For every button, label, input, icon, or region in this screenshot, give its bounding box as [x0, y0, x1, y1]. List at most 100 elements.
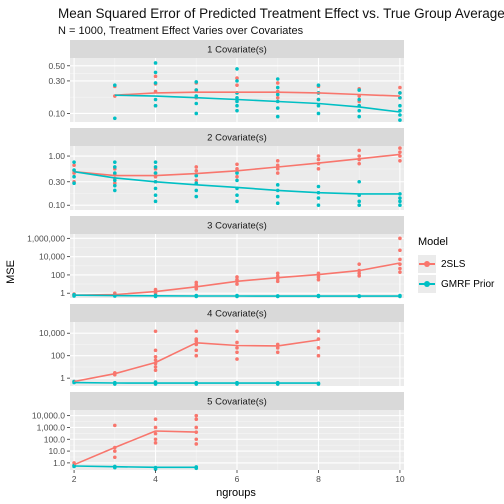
panel-1-point-2sls: [235, 76, 239, 80]
x-tick-label: 6: [235, 474, 240, 484]
panel-1-point-gmrf-prior: [398, 103, 402, 108]
panel-1-point-2sls: [275, 81, 280, 85]
panel-2-point-2sls: [316, 167, 321, 171]
panel-1-point-gmrf-prior: [194, 88, 199, 92]
panel-3-trend-gmrf-prior: [74, 294, 400, 297]
panel-3-point-2sls: [235, 282, 239, 286]
panel-2-point-gmrf-prior: [72, 181, 76, 186]
panel-2-point-gmrf-prior: [275, 201, 280, 205]
panel-2-point-gmrf-prior: [113, 183, 117, 188]
panel-4-point-2sls: [235, 346, 239, 350]
panel-4-point-2sls: [153, 354, 158, 359]
x-tick-label: 4: [153, 474, 158, 484]
panel-3-point-2sls: [398, 248, 402, 253]
panel-1-point-gmrf-prior: [194, 111, 199, 116]
panel-1-point-gmrf-prior: [275, 85, 280, 90]
panel-3-point-2sls: [153, 287, 158, 292]
panel-2-point-gmrf-prior: [398, 199, 402, 204]
panel-1-y-tick-label: 0.10: [48, 108, 65, 118]
panel-5-y-tick-label: 100.0: [44, 434, 66, 444]
panel-3-trend-2sls: [74, 262, 401, 296]
panel-2-point-gmrf-prior: [72, 168, 76, 172]
panel-1-point-gmrf-prior: [235, 103, 239, 108]
panel-2-point-gmrf-prior: [153, 160, 158, 164]
panel-5-point-2sls: [113, 449, 117, 453]
panel-1-strip: [70, 40, 404, 58]
legend: Model 2SLS GMRF Prior: [418, 236, 494, 294]
legend-item-gmrf-prior: GMRF Prior: [418, 274, 494, 294]
panel-1-point-gmrf-prior: [398, 118, 402, 122]
panel-2-point-gmrf-prior: [398, 196, 402, 200]
panel-4-trend-gmrf-prior: [74, 381, 319, 384]
panel-4-point-2sls: [194, 337, 199, 341]
panel-1-point-gmrf-prior: [235, 99, 239, 104]
panel-1-point-gmrf-prior: [357, 97, 361, 102]
panel-2-point-gmrf-prior: [113, 178, 117, 183]
panel-2-point-2sls: [357, 154, 361, 158]
panel-2-y-tick-label: 0.10: [48, 200, 65, 210]
panel-1-point-gmrf-prior: [357, 114, 361, 119]
legend-label-gmrf-prior: GMRF Prior: [441, 278, 495, 290]
panel-2-point-gmrf-prior: [275, 194, 280, 199]
chart-title: Mean Squared Error of Predicted Treatmen…: [58, 6, 504, 21]
panel-4-trend-2sls: [73, 339, 319, 383]
panel-4-point-2sls: [153, 348, 158, 353]
panel-2-trend-2sls: [74, 153, 400, 177]
legend-item-2sls: 2SLS: [418, 254, 494, 274]
panel-1-point-gmrf-prior: [275, 114, 280, 119]
panel-2-point-gmrf-prior: [153, 186, 158, 191]
panel-4-point-2sls: [316, 329, 321, 334]
panel-5-point-2sls: [194, 413, 199, 418]
panel-3-point-2sls: [357, 271, 361, 276]
x-tick-label: 10: [395, 474, 405, 484]
panel-5-point-2sls: [194, 425, 199, 430]
panel-5-y-tick-label: 1,000.0: [37, 422, 66, 432]
panel-1-y-tick-label: 0.50: [48, 61, 65, 71]
panel-2-point-2sls: [398, 159, 402, 163]
panel-3-point-2sls: [275, 271, 280, 276]
panel-1-point-gmrf-prior: [153, 103, 158, 108]
panel-5-strip-label: 5 Covariate(s): [207, 397, 267, 408]
panel-3-point-2sls: [357, 274, 361, 278]
panel-2-point-gmrf-prior: [194, 194, 199, 199]
panel-2-point-gmrf-prior: [235, 171, 239, 175]
panel-1-point-gmrf-prior: [275, 77, 280, 81]
panel-2-trend-gmrf-prior: [73, 170, 400, 195]
panel-2-point-2sls: [316, 157, 321, 162]
panel-4-strip-label: 4 Covariate(s): [207, 309, 267, 320]
panel-1-strip-label: 1 Covariate(s): [207, 45, 267, 56]
panel-3-y-tick-label: 1,000,000: [27, 233, 65, 243]
panel-3-y-tick-label: 1: [60, 288, 65, 298]
panel-5-point-2sls: [194, 417, 199, 421]
panel-4-point-2sls: [194, 329, 199, 334]
panel-3-strip: [70, 216, 404, 234]
panel-2-strip-label: 2 Covariate(s): [207, 133, 267, 144]
panel-2-point-2sls: [235, 174, 239, 179]
panel-2-point-gmrf-prior: [72, 174, 76, 179]
panel-2-point-gmrf-prior: [113, 171, 117, 175]
panel-2-y-tick-label: 0.30: [48, 177, 65, 187]
panel-5-point-gmrf-prior: [153, 467, 158, 471]
panel-1-point-gmrf-prior: [235, 67, 239, 71]
panel-1-point-gmrf-prior: [357, 108, 361, 113]
panel-2-point-gmrf-prior: [153, 193, 158, 197]
panel-5-strip: [70, 392, 404, 410]
panel-2-point-2sls: [275, 171, 280, 175]
panel-2-point-gmrf-prior: [235, 193, 239, 197]
panel-1-point-gmrf-prior: [235, 79, 239, 83]
panel-2-point-2sls: [398, 150, 402, 154]
panel-5-trend-gmrf-prior: [74, 465, 197, 469]
panel-2-point-gmrf-prior: [357, 199, 361, 204]
panel-2-point-2sls: [357, 161, 361, 166]
panel-1-point-gmrf-prior: [153, 81, 158, 85]
panel-3-point-2sls: [235, 275, 239, 279]
panel-2-point-gmrf-prior: [194, 173, 199, 178]
panel-4-y-tick-label: 10,000: [39, 328, 65, 338]
panel-1-point-2sls: [275, 95, 280, 100]
legend-key-gmrf-prior: [418, 275, 436, 293]
panel-1-point-gmrf-prior: [275, 92, 280, 97]
panel-4-point-2sls: [153, 368, 158, 373]
panel-4-point-2sls: [275, 346, 280, 350]
panel-5-point-2sls: [194, 442, 199, 446]
